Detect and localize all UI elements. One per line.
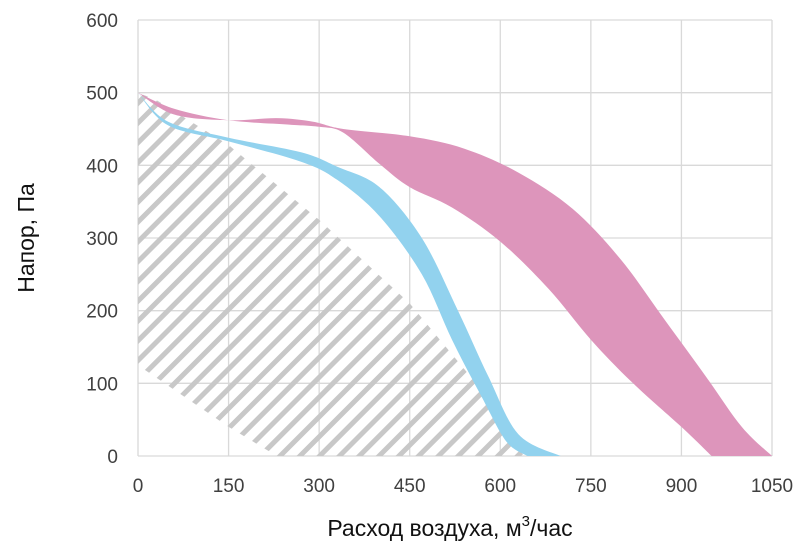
y-axis-title: Напор, Па [13, 183, 39, 293]
x-axis-title-superscript: 3 [522, 513, 530, 530]
x-axis-ticks: 0 150 300 450 600 750 900 1050 [133, 476, 793, 497]
y-tick-label: 300 [86, 229, 118, 250]
x-tick-label: 600 [484, 476, 516, 497]
blue-performance-band [138, 92, 561, 456]
y-tick-label: 100 [86, 374, 118, 395]
x-axis-title-main: Расход воздуха, м [327, 515, 521, 541]
hatched-region [138, 92, 525, 456]
x-tick-label: 750 [575, 476, 607, 497]
y-tick-label: 600 [86, 11, 118, 32]
x-tick-label: 1050 [751, 476, 793, 497]
x-tick-label: 450 [394, 476, 426, 497]
x-tick-label: 900 [666, 476, 698, 497]
x-tick-label: 150 [213, 476, 245, 497]
x-axis-title-suffix: /час [530, 515, 573, 541]
x-tick-label: 0 [133, 476, 144, 497]
hatched-area [138, 92, 525, 456]
y-tick-label: 0 [107, 447, 118, 468]
y-axis-ticks: 0 100 200 300 400 500 600 [86, 11, 118, 468]
pink-performance-band [138, 92, 772, 456]
y-tick-label: 400 [86, 156, 118, 177]
y-tick-label: 500 [86, 84, 118, 105]
x-tick-label: 300 [303, 476, 335, 497]
y-tick-label: 200 [86, 302, 118, 323]
x-axis-title: Расход воздуха, м3/час [327, 513, 572, 541]
